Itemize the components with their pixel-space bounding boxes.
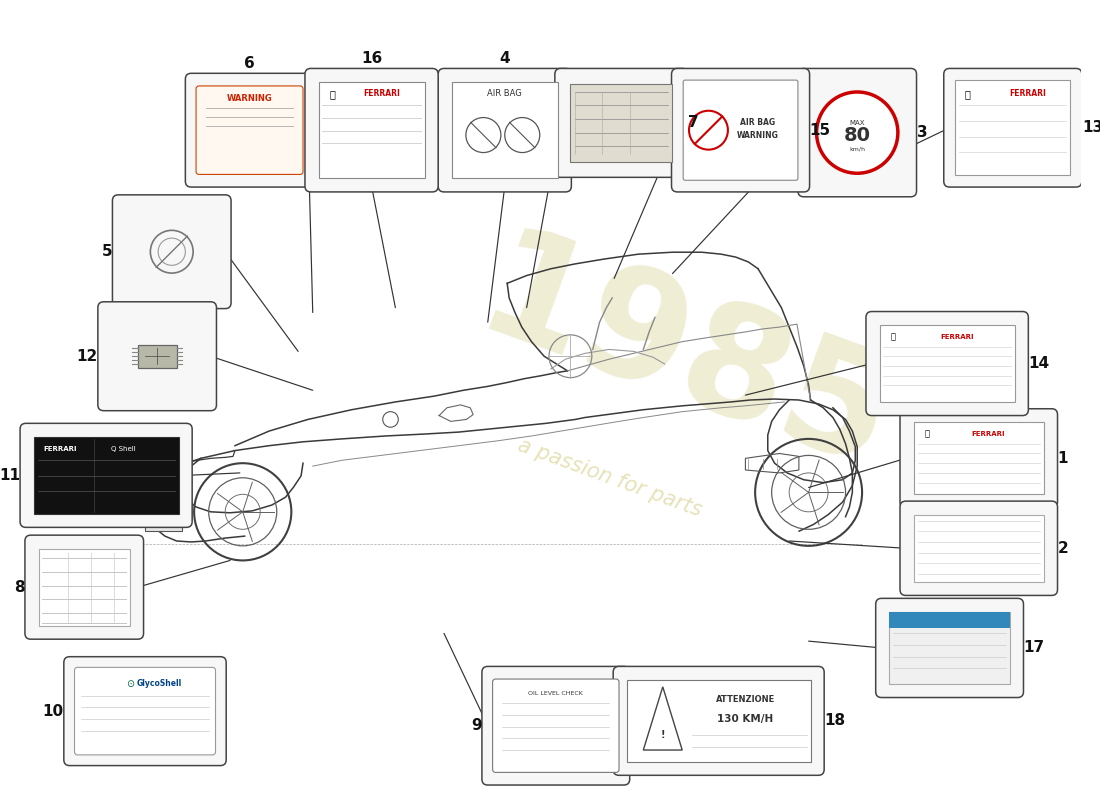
Text: 9: 9 <box>471 718 482 734</box>
Text: OIL LEVEL CHECK: OIL LEVEL CHECK <box>528 691 583 696</box>
FancyBboxPatch shape <box>880 325 1014 402</box>
FancyBboxPatch shape <box>889 612 1010 684</box>
Text: 🐴: 🐴 <box>925 430 930 438</box>
Text: 18: 18 <box>824 714 845 728</box>
FancyBboxPatch shape <box>876 598 1023 698</box>
FancyBboxPatch shape <box>75 667 216 755</box>
Text: AIR BAG: AIR BAG <box>487 90 522 98</box>
Text: GlycoShell: GlycoShell <box>138 679 183 689</box>
Text: FERRARI: FERRARI <box>1009 90 1046 98</box>
Text: km/h: km/h <box>849 146 866 152</box>
FancyBboxPatch shape <box>944 69 1081 187</box>
Text: !: ! <box>660 730 666 741</box>
FancyBboxPatch shape <box>554 69 688 178</box>
Text: FERRARI: FERRARI <box>363 90 399 98</box>
Text: MAX: MAX <box>849 120 865 126</box>
Text: 🐴: 🐴 <box>891 332 895 342</box>
FancyBboxPatch shape <box>683 80 798 180</box>
FancyBboxPatch shape <box>25 535 144 639</box>
FancyBboxPatch shape <box>482 666 629 785</box>
Text: 🐴: 🐴 <box>329 89 336 98</box>
FancyBboxPatch shape <box>138 345 177 368</box>
Text: ⊙: ⊙ <box>126 679 134 689</box>
FancyBboxPatch shape <box>914 422 1044 494</box>
Text: 3: 3 <box>916 125 927 140</box>
Text: ATTENZIONE: ATTENZIONE <box>716 695 776 704</box>
Circle shape <box>383 412 398 427</box>
Text: 130 KM/H: 130 KM/H <box>717 714 773 724</box>
Text: FERRARI: FERRARI <box>971 431 1005 437</box>
FancyBboxPatch shape <box>452 82 558 178</box>
FancyBboxPatch shape <box>145 502 183 531</box>
FancyBboxPatch shape <box>613 666 824 775</box>
Text: 14: 14 <box>1028 356 1049 371</box>
FancyBboxPatch shape <box>671 69 810 192</box>
FancyBboxPatch shape <box>438 69 571 192</box>
Text: 13: 13 <box>1081 120 1100 135</box>
FancyBboxPatch shape <box>900 501 1057 595</box>
Text: 🐴: 🐴 <box>965 89 970 98</box>
FancyBboxPatch shape <box>319 82 425 178</box>
Text: WARNING: WARNING <box>227 94 273 103</box>
Text: 8: 8 <box>14 580 25 594</box>
Text: 17: 17 <box>1023 641 1045 655</box>
Text: 7: 7 <box>688 115 698 130</box>
Text: AIR BAG: AIR BAG <box>740 118 776 127</box>
Circle shape <box>816 92 898 174</box>
Text: 11: 11 <box>0 468 20 483</box>
Text: FERRARI: FERRARI <box>43 446 77 452</box>
Text: FERRARI: FERRARI <box>940 334 974 340</box>
Text: a passion for parts: a passion for parts <box>516 435 705 521</box>
FancyBboxPatch shape <box>914 514 1044 582</box>
Text: 6: 6 <box>244 56 255 71</box>
FancyBboxPatch shape <box>798 69 916 197</box>
FancyBboxPatch shape <box>20 423 192 527</box>
FancyBboxPatch shape <box>98 302 217 410</box>
Text: 4: 4 <box>499 51 510 66</box>
FancyBboxPatch shape <box>571 84 672 162</box>
Text: 80: 80 <box>844 126 871 145</box>
Text: 5: 5 <box>102 244 112 259</box>
FancyBboxPatch shape <box>956 80 1070 175</box>
FancyBboxPatch shape <box>34 437 178 514</box>
FancyBboxPatch shape <box>889 612 1010 627</box>
Text: 12: 12 <box>77 349 98 364</box>
FancyBboxPatch shape <box>866 311 1028 415</box>
Text: 10: 10 <box>43 704 64 718</box>
Text: 15: 15 <box>810 122 830 138</box>
Text: 16: 16 <box>361 51 382 66</box>
FancyBboxPatch shape <box>627 680 811 762</box>
Text: Q Shell: Q Shell <box>111 446 135 452</box>
FancyBboxPatch shape <box>64 657 227 766</box>
FancyBboxPatch shape <box>112 195 231 309</box>
Text: WARNING: WARNING <box>737 130 779 139</box>
Text: 1: 1 <box>1057 451 1068 466</box>
FancyBboxPatch shape <box>186 74 314 187</box>
FancyBboxPatch shape <box>493 679 619 772</box>
FancyBboxPatch shape <box>900 409 1057 508</box>
Text: 1985: 1985 <box>460 218 911 504</box>
Text: 2: 2 <box>1057 541 1068 556</box>
FancyBboxPatch shape <box>305 69 438 192</box>
FancyBboxPatch shape <box>196 86 302 174</box>
FancyBboxPatch shape <box>39 549 130 626</box>
